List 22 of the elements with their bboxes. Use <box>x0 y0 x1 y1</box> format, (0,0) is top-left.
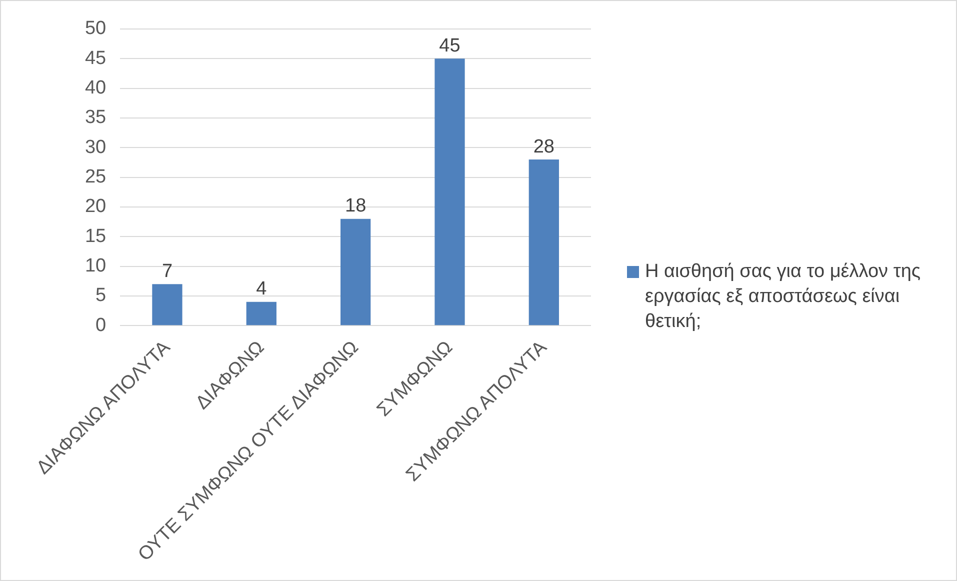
data-label: 7 <box>162 260 173 282</box>
legend-label: Η αισθησή σας για το μέλλον της εργασίας εξ αποστάσεως είναι θετική; <box>645 260 922 334</box>
y-tick-label: 0 <box>96 314 106 336</box>
y-tick-label: 20 <box>84 196 106 218</box>
data-label: 45 <box>439 35 460 56</box>
bar <box>434 58 465 326</box>
bar <box>340 218 371 326</box>
data-label: 4 <box>256 278 268 300</box>
y-tick-label: 10 <box>84 256 106 277</box>
data-label: 28 <box>533 136 554 158</box>
y-tick-label: 40 <box>84 78 106 99</box>
y-tick-label: 25 <box>84 166 106 188</box>
y-tick-label: 35 <box>84 107 106 128</box>
data-label: 18 <box>344 196 366 217</box>
bar <box>528 160 559 326</box>
bar <box>246 302 276 326</box>
y-tick-label: 30 <box>84 136 106 158</box>
y-tick-label: 15 <box>84 226 106 247</box>
y-tick-label: 45 <box>84 48 106 69</box>
y-tick-label: 50 <box>84 18 106 40</box>
bar <box>152 284 182 326</box>
y-tick-label: 5 <box>96 285 106 306</box>
